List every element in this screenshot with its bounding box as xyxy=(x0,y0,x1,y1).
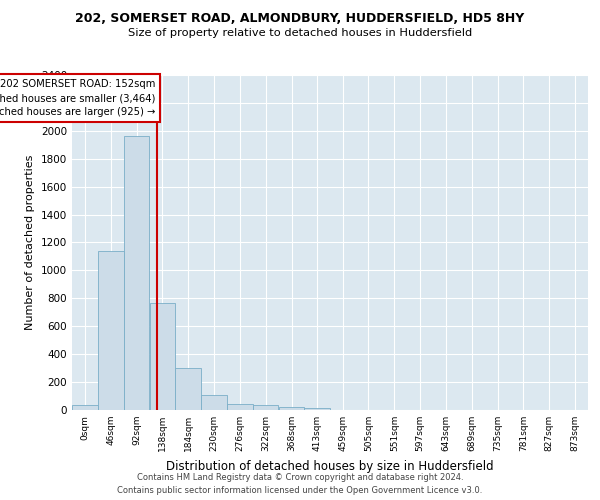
Text: 202, SOMERSET ROAD, ALMONDBURY, HUDDERSFIELD, HD5 8HY: 202, SOMERSET ROAD, ALMONDBURY, HUDDERSF… xyxy=(76,12,524,26)
Bar xyxy=(304,408,329,410)
Text: Contains public sector information licensed under the Open Government Licence v3: Contains public sector information licen… xyxy=(118,486,482,495)
Y-axis label: Number of detached properties: Number of detached properties xyxy=(25,155,35,330)
Bar xyxy=(149,302,175,410)
Bar xyxy=(124,136,149,410)
X-axis label: Distribution of detached houses by size in Huddersfield: Distribution of detached houses by size … xyxy=(166,460,494,472)
Bar xyxy=(253,405,278,410)
Text: Contains HM Land Registry data © Crown copyright and database right 2024.: Contains HM Land Registry data © Crown c… xyxy=(137,472,463,482)
Text: 202 SOMERSET ROAD: 152sqm
← 79% of detached houses are smaller (3,464)
21% of se: 202 SOMERSET ROAD: 152sqm ← 79% of detac… xyxy=(0,79,155,117)
Bar xyxy=(72,405,98,410)
Bar xyxy=(201,396,227,410)
Text: Size of property relative to detached houses in Huddersfield: Size of property relative to detached ho… xyxy=(128,28,472,38)
Bar xyxy=(175,368,201,410)
Bar xyxy=(98,251,124,410)
Bar xyxy=(227,404,253,410)
Bar xyxy=(279,407,304,410)
